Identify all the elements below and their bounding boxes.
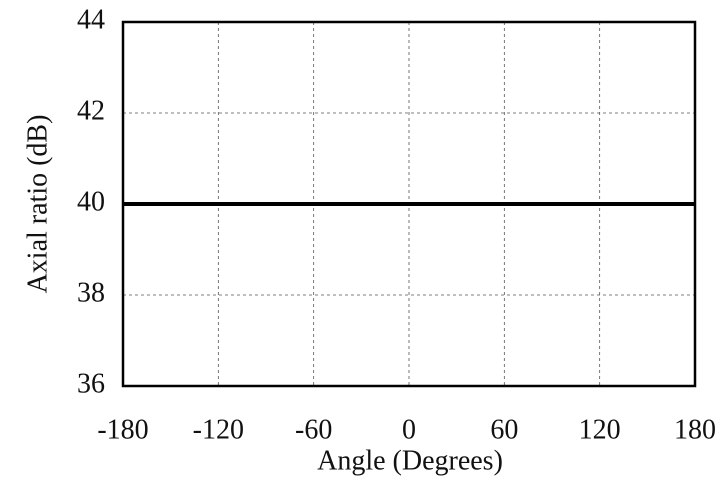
x-tick-label: 120 — [579, 414, 621, 445]
x-axis-label: Angle (Degrees) — [317, 445, 503, 476]
x-tick-label: -60 — [295, 414, 332, 445]
y-axis-label: Axial ratio (dB) — [22, 115, 53, 294]
y-tick-label: 44 — [77, 4, 105, 35]
y-tick-label: 38 — [77, 277, 105, 308]
x-tick-label: -180 — [97, 414, 148, 445]
y-tick-label: 42 — [77, 95, 105, 126]
x-tick-label: 180 — [674, 414, 716, 445]
x-tick-label: 60 — [490, 414, 518, 445]
x-tick-label: -120 — [193, 414, 244, 445]
y-tick-label: 36 — [77, 368, 105, 399]
y-tick-label: 40 — [77, 186, 105, 217]
x-tick-label: 0 — [402, 414, 416, 445]
